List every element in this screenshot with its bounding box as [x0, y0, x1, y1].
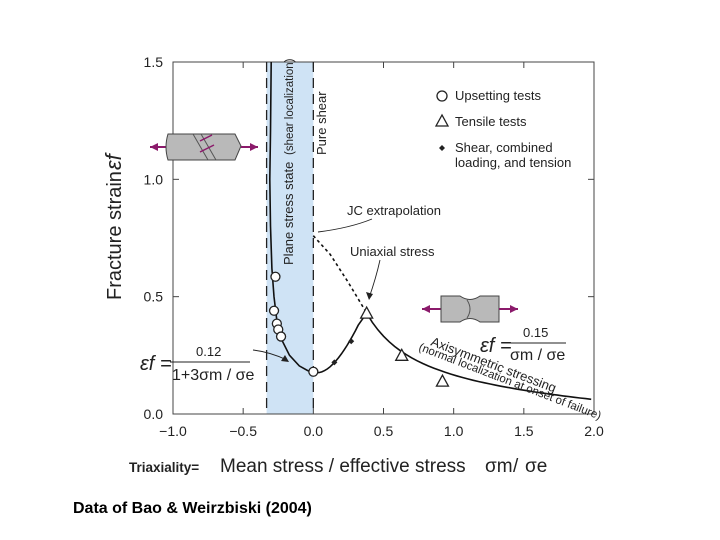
left-formula-lhs: εf =: [140, 353, 172, 375]
left-formula-denominator: 1+3σm / σe: [172, 367, 255, 384]
source-caption: Data of Bao & Weirzbiski (2004): [73, 500, 312, 517]
shear-test-point: [348, 338, 355, 345]
legend-label-shear: Shear, combined: [455, 140, 553, 155]
legend: Upsetting tests Tensile tests Shear, com…: [434, 88, 571, 170]
tensile-test-point: [435, 373, 450, 387]
y-axis-label: Fracture strain: [104, 171, 126, 300]
right-formula-lhs: εf =: [480, 335, 512, 357]
plane-stress-label: Plane stress state: [281, 162, 296, 265]
upsetting-test-point: [275, 331, 287, 342]
y-tick-label: 0.5: [144, 289, 164, 305]
legend-label-shear-2: loading, and tension: [455, 155, 571, 170]
jc-extrapolation-curve: [312, 235, 368, 314]
uniaxial-pointer: [368, 259, 381, 299]
jc-pointer: [317, 218, 373, 233]
legend-circle-marker: [436, 90, 448, 102]
uniaxial-arrowhead: [366, 292, 373, 300]
right-formula-denominator: σm / σe: [510, 347, 565, 364]
y-tick-label: 0.0: [144, 406, 164, 422]
left-formula-arrowhead: [281, 355, 289, 362]
y-axis-symbol: εf: [101, 151, 126, 170]
x-axis-label: Mean stress / effective stress: [220, 456, 466, 477]
x-tick-label: 0.5: [374, 423, 394, 439]
x-tick-label: 1.0: [444, 423, 464, 439]
shear-localization-label: (shear localization): [284, 58, 296, 155]
tensile-test-point: [359, 305, 374, 319]
jc-extrapolation-label: JC extrapolation: [347, 203, 441, 218]
x-tick-label: 2.0: [584, 423, 604, 439]
x-tick-label: 0.0: [304, 423, 324, 439]
upsetting-test-point: [268, 305, 280, 316]
legend-label-tensile: Tensile tests: [455, 114, 527, 129]
x-axis-prefix: Triaxiality=: [129, 460, 199, 475]
pure-shear-label: Pure shear: [314, 91, 329, 155]
x-axis-symbol-numerator: σm: [485, 456, 513, 477]
x-tick-label: −1.0: [159, 423, 187, 439]
axisymmetric-fit-curve: [313, 310, 592, 401]
legend-triangle-marker: [434, 113, 450, 127]
axis-ticks: −1.0 −0.5 0.0 0.5 1.0 1.5 2.0 0.0 0.5 1.0 1.5: [144, 54, 604, 439]
tensile-specimen-icon: [422, 295, 518, 323]
tensile-test-point: [394, 347, 409, 361]
y-tick-label: 1.0: [144, 171, 164, 187]
right-formula-numerator: 0.15: [523, 325, 548, 340]
uniaxial-stress-label: Uniaxial stress: [350, 244, 435, 259]
upsetting-test-point: [308, 366, 319, 377]
x-axis-symbol-denominator: σe: [525, 456, 547, 477]
legend-diamond-marker: [439, 145, 445, 151]
x-axis-slash: /: [513, 456, 519, 477]
x-tick-label: 1.5: [514, 423, 534, 439]
legend-label-upsetting: Upsetting tests: [455, 88, 541, 103]
shear-specimen-icon: [150, 133, 258, 161]
data-marks: [268, 271, 450, 387]
left-formula-numerator: 0.12: [196, 344, 221, 359]
upsetting-test-point: [270, 271, 281, 282]
x-tick-label: −0.5: [229, 423, 257, 439]
shear-test-point: [331, 359, 338, 366]
y-tick-label: 1.5: [144, 54, 164, 70]
